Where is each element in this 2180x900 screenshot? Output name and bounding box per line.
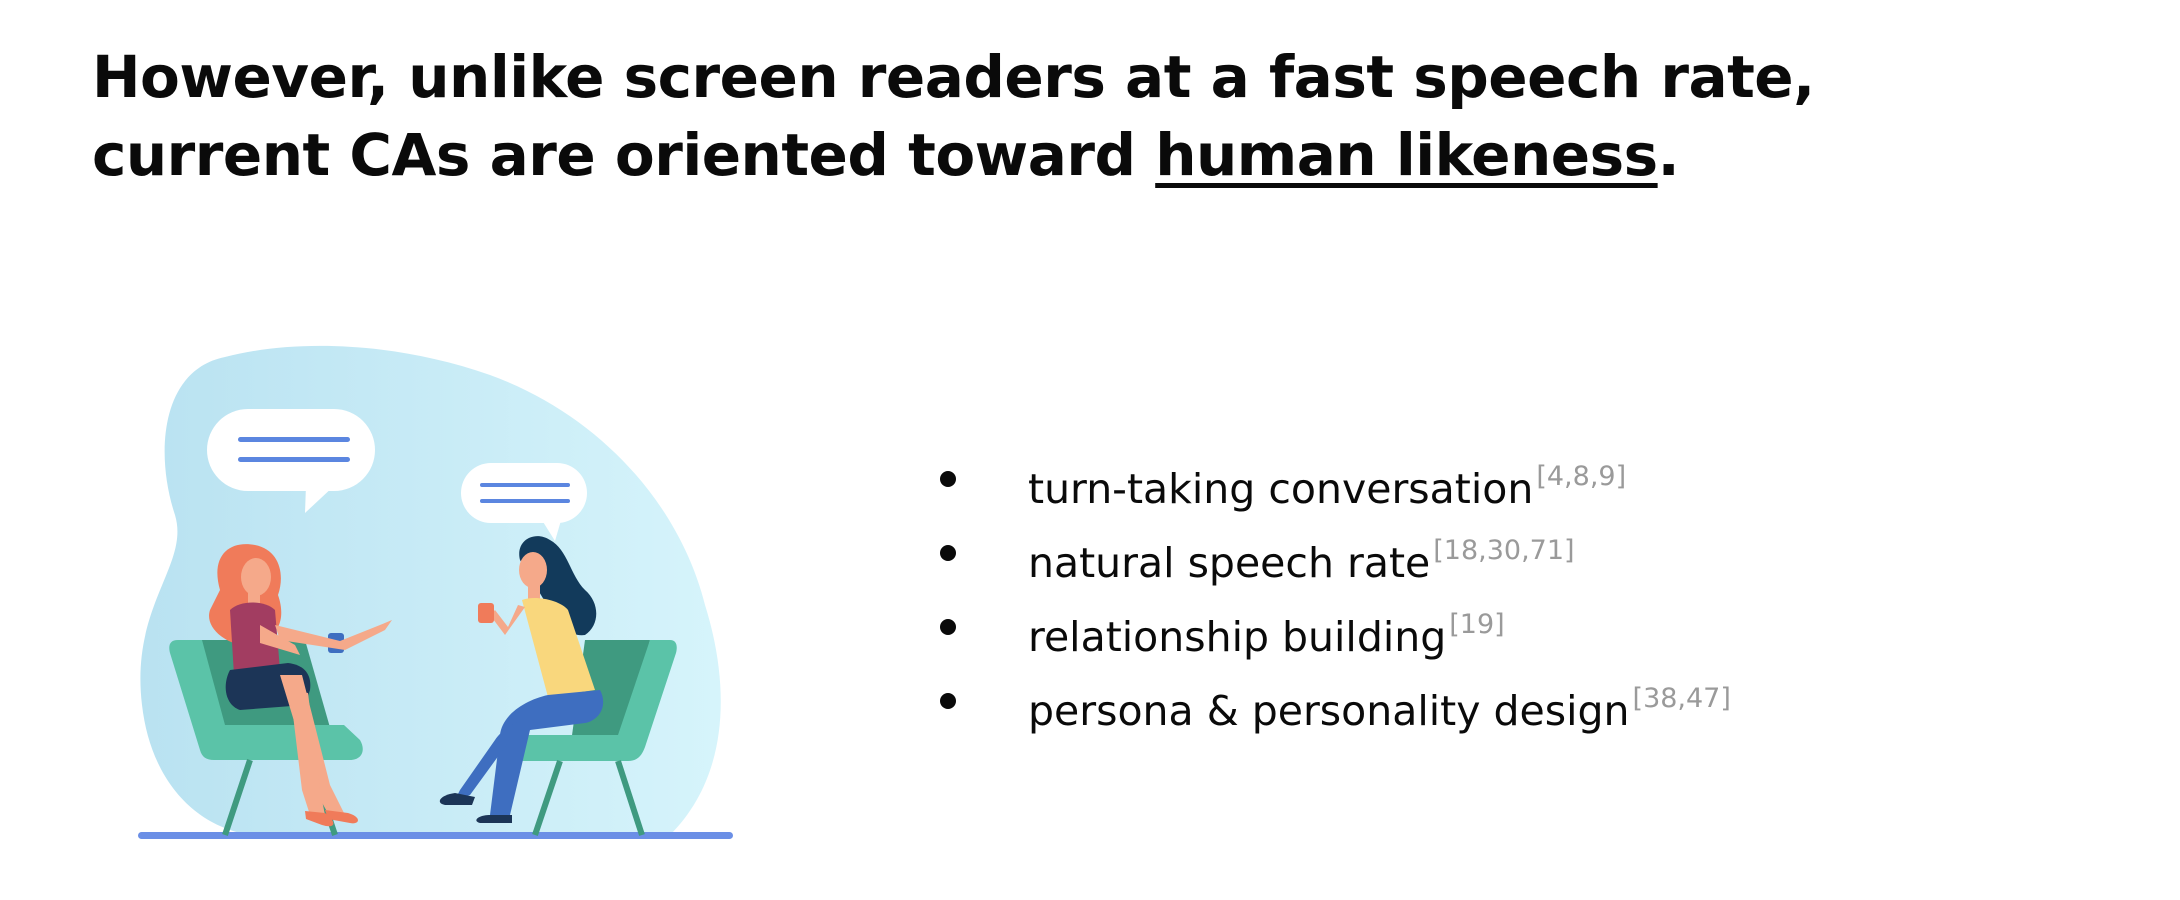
list-item: relationship building [19] (940, 588, 2140, 662)
bullet-list: turn-taking conversation [4,8,9] natural … (940, 440, 2140, 736)
speech-bubble-left-icon (207, 409, 375, 513)
list-item: persona & personality design [38,47] (940, 662, 2140, 736)
bullet-citation: [38,47] (1632, 683, 1731, 714)
bullet-dot-icon (940, 619, 956, 635)
bullet-citation: [18,30,71] (1433, 535, 1575, 566)
bullet-dot-icon (940, 693, 956, 709)
bullet-citation: [4,8,9] (1536, 461, 1627, 492)
title-line-2: current CAs are oriented toward human li… (92, 116, 1992, 194)
bullet-dot-icon (940, 471, 956, 487)
bullet-text: persona & personality design (1028, 687, 1630, 735)
bullet-citation: [19] (1449, 609, 1505, 640)
bullet-text: relationship building (1028, 613, 1447, 661)
right-woman-icon (439, 536, 604, 823)
title-line-2-suffix: . (1657, 121, 1680, 189)
floor-line (138, 832, 733, 839)
conversation-illustration (138, 345, 733, 839)
bullet-text: turn-taking conversation (1028, 465, 1534, 513)
speech-bubble-right-icon (461, 463, 587, 541)
list-item: turn-taking conversation [4,8,9] (940, 440, 2140, 514)
right-chair-icon (500, 640, 677, 836)
list-item: natural speech rate [18,30,71] (940, 514, 2140, 588)
title-line-2-prefix: current CAs are oriented toward (92, 121, 1156, 189)
left-woman-icon (209, 544, 392, 827)
title-line-1: However, unlike screen readers at a fast… (92, 43, 1815, 111)
title-emphasis: human likeness (1155, 121, 1658, 189)
slide-title: However, unlike screen readers at a fast… (92, 38, 1992, 194)
bullet-dot-icon (940, 545, 956, 561)
bullet-text: natural speech rate (1028, 539, 1431, 587)
